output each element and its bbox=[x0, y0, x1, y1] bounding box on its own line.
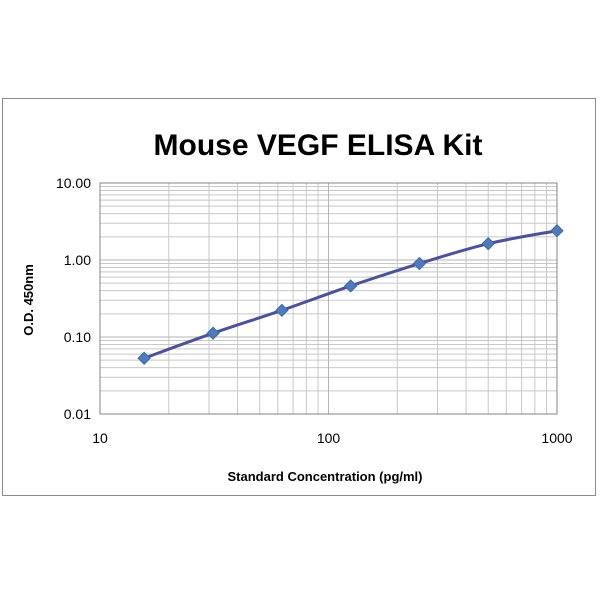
series-layer bbox=[137, 224, 564, 365]
chart-title: Mouse VEGF ELISA Kit bbox=[154, 129, 483, 162]
data-point-marker bbox=[275, 303, 289, 318]
y-tick-label: 1.00 bbox=[64, 252, 91, 268]
y-tick-labels: 0.01 0.10 1.00 10.00 bbox=[56, 175, 91, 422]
plot-border bbox=[99, 182, 558, 415]
data-point-marker bbox=[481, 236, 495, 251]
data-point-marker bbox=[412, 256, 427, 271]
x-axis-label: Standard Concentration (pg/ml) bbox=[228, 469, 423, 484]
data-point-marker bbox=[343, 279, 358, 293]
x-tick-label: 10 bbox=[92, 430, 108, 446]
series-line bbox=[143, 229, 558, 360]
y-axis-label: O.D. 450nm bbox=[21, 264, 36, 336]
y-tick-label: 0.10 bbox=[64, 329, 91, 345]
y-tick-label: 10.00 bbox=[56, 175, 91, 191]
x-tick-labels: 10 100 1000 bbox=[92, 430, 573, 446]
data-point-marker bbox=[550, 224, 564, 238]
data-point-marker bbox=[206, 326, 220, 340]
y-tick-label: 0.01 bbox=[64, 406, 91, 422]
data-point-marker bbox=[137, 351, 151, 365]
x-tick-label: 1000 bbox=[541, 430, 572, 446]
x-tick-label: 100 bbox=[317, 430, 341, 446]
chart-frame bbox=[2, 98, 596, 496]
